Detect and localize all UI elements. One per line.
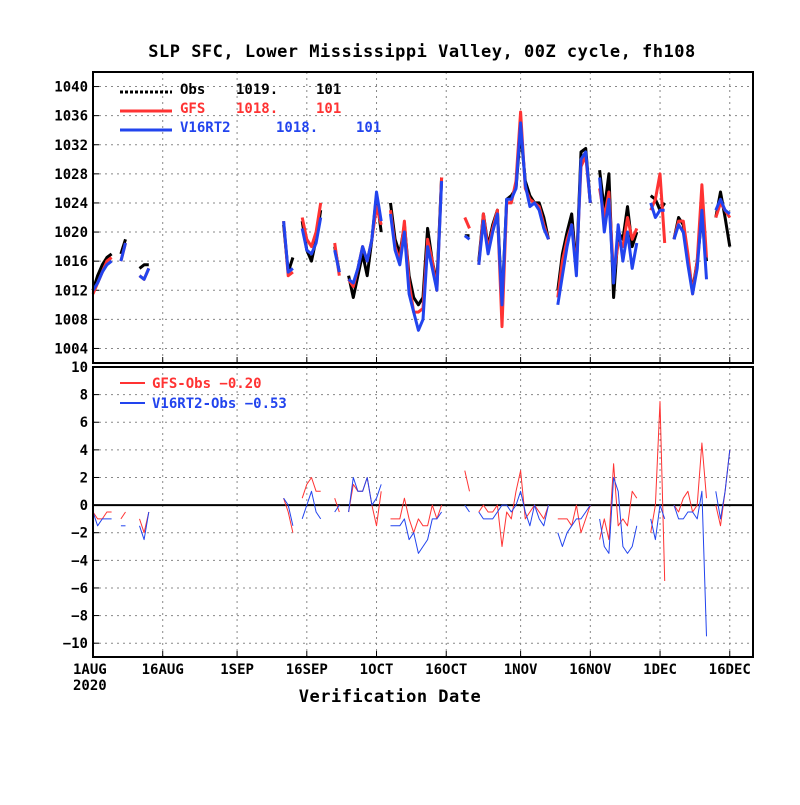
y-tick-label: 8 <box>80 388 88 404</box>
series-line-v16rt2-obs <box>139 511 150 541</box>
series-line-v16rt2 <box>347 190 383 285</box>
y-tick-label: 1024 <box>54 196 88 212</box>
series-line-gfs <box>649 172 667 244</box>
y-tick-label: 1036 <box>54 109 88 125</box>
series-line-gfs-obs <box>557 504 591 534</box>
x-tick-label: 16DEC <box>709 662 751 678</box>
x-tick-label: 1DEC <box>643 662 677 678</box>
legend-label: Obs <box>180 82 205 98</box>
series-line-v16rt2 <box>138 267 151 281</box>
legend-label: GFS-Obs −0.20 <box>152 376 262 392</box>
series-line-gfs-obs <box>478 470 549 547</box>
series-line-v16rt2-obs <box>301 490 322 520</box>
series-line-v16rt2-obs <box>283 497 294 526</box>
series-line-gfs-obs <box>673 442 707 513</box>
series-line-v16rt2 <box>91 259 113 292</box>
series-line-gfs-obs <box>390 497 443 534</box>
series-line-v16rt2-obs <box>92 511 112 527</box>
y-tick-label: 1012 <box>54 283 88 299</box>
series-line-gfs-obs <box>334 498 340 513</box>
y-tick-label: 1028 <box>54 167 88 183</box>
series-line-v16rt2-obs <box>557 504 591 547</box>
x-year-label: 2020 <box>73 678 107 694</box>
series-line-v16rt2 <box>300 217 323 256</box>
legend-label: V16RT2 <box>180 120 231 136</box>
top-panel: 1004 1008 1012 1016 1020 1024 1028 1032 1036 1040… <box>54 71 754 364</box>
series-line-obs <box>138 263 149 270</box>
x-tick-label: 16OCT <box>425 662 467 678</box>
y-tick-label: 1008 <box>54 312 88 328</box>
series-line-gfs-obs <box>464 470 470 492</box>
series-line-gfs-obs <box>120 511 126 520</box>
y-tick-label: 1004 <box>54 341 88 357</box>
series-line-gfs <box>463 216 471 229</box>
series-line-gfs-obs <box>301 477 321 499</box>
series-line-gfs-obs <box>283 498 294 533</box>
legend-label: V16RT2-Obs −0.53 <box>152 396 287 412</box>
x-axis: 1AUG 16AUG 1SEP 16SEP 1OCT 16OCT 1NOV 16NOV 1DEC… <box>73 662 751 678</box>
y-tick-label: −6 <box>71 581 88 597</box>
y-tick-label: 0 <box>80 498 88 514</box>
series-line-v16rt2 <box>649 202 665 219</box>
bottom-panel: −10 −8 −6 −4 −2 0 2 4 6 8 10 GFS-Obs −0.20 V16RT2-Ob… <box>63 360 754 658</box>
series-line-v16rt2-obs <box>464 504 470 513</box>
series-line-v16rt2-obs <box>673 490 707 637</box>
y-tick-label: 1020 <box>54 225 88 241</box>
series-line-v16rt2 <box>598 177 639 285</box>
y-tick-label: 1032 <box>54 138 88 154</box>
series-line-v16rt2-obs <box>650 504 666 541</box>
series-line-v16rt2 <box>389 181 444 332</box>
y-tick-label: 1016 <box>54 254 88 270</box>
series-line-v16rt2-obs <box>599 477 638 554</box>
y-tick-label: 1040 <box>54 80 88 96</box>
series-line-gfs-obs <box>650 401 666 582</box>
series-line-obs <box>91 252 113 291</box>
x-tick-label: 1SEP <box>220 662 254 678</box>
series-line-gfs <box>300 202 323 249</box>
x-tick-label: 1AUG <box>73 662 107 678</box>
series-line-v16rt2-obs <box>715 449 731 520</box>
series-line-v16rt2 <box>282 220 294 274</box>
series-line-v16rt2 <box>333 249 341 273</box>
x-tick-label: 16NOV <box>569 662 612 678</box>
panel-frame <box>92 366 754 658</box>
chart-title: SLP SFC, Lower Mississippi Valley, 00Z c… <box>148 42 695 62</box>
x-tick-label: 1NOV <box>504 662 538 678</box>
y-tick-label: −2 <box>71 526 88 542</box>
series-line-v16rt2-obs <box>478 490 549 527</box>
legend-mean: 1018. <box>236 101 278 117</box>
y-tick-label: −4 <box>71 553 88 569</box>
y-tick-label: 4 <box>80 443 88 459</box>
series-line-v16rt2-obs <box>390 511 443 554</box>
legend-count: 101 <box>316 101 341 117</box>
y-tick-label: 6 <box>80 415 88 431</box>
series-line-v16rt2 <box>463 234 471 241</box>
series-line-v16rt2-obs <box>348 477 382 513</box>
y-tick-label: −10 <box>63 636 88 652</box>
series-line-v16rt2 <box>119 242 127 262</box>
legend-count: 101 <box>356 120 381 136</box>
y-tick-label: 10 <box>71 360 88 376</box>
y-tick-label: 2 <box>80 470 88 486</box>
panel-frame <box>92 71 754 364</box>
x-tick-label: 16AUG <box>142 662 184 678</box>
series-line-v16rt2 <box>672 208 708 296</box>
y-tick-label: −8 <box>71 609 88 625</box>
x-tick-label: 16SEP <box>286 662 328 678</box>
series-line-v16rt2 <box>477 121 550 307</box>
legend-mean: 1018. <box>276 120 318 136</box>
legend-mean: 1019. <box>236 82 278 98</box>
series-line-gfs-obs <box>599 463 638 541</box>
series-line-v16rt2 <box>556 150 592 306</box>
x-tick-label: 1OCT <box>360 662 394 678</box>
legend-label: GFS <box>180 101 205 117</box>
series-line-v16rt2 <box>714 197 731 216</box>
legend-count: 101 <box>316 82 341 98</box>
x-axis-title: Verification Date <box>299 687 482 707</box>
series-line-v16rt2-obs <box>334 504 340 513</box>
